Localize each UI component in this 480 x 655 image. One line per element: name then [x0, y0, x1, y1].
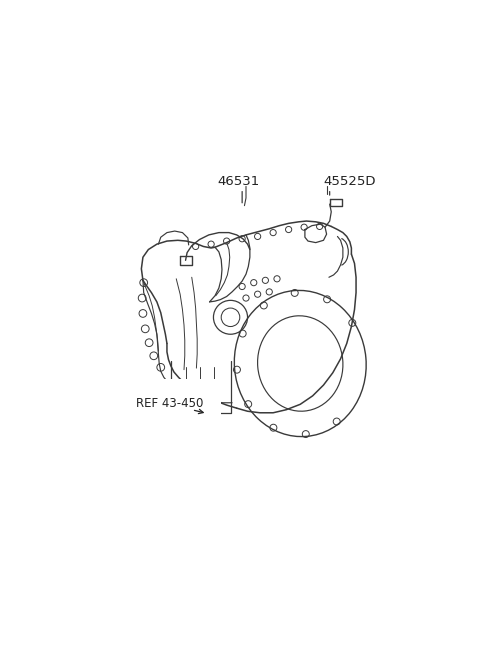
Text: 45525D: 45525D [324, 174, 376, 187]
Text: REF 43-450: REF 43-450 [136, 397, 204, 410]
Text: 46531: 46531 [217, 174, 259, 187]
